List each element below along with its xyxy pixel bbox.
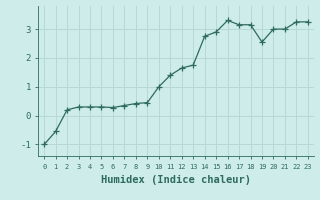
X-axis label: Humidex (Indice chaleur): Humidex (Indice chaleur): [101, 175, 251, 185]
